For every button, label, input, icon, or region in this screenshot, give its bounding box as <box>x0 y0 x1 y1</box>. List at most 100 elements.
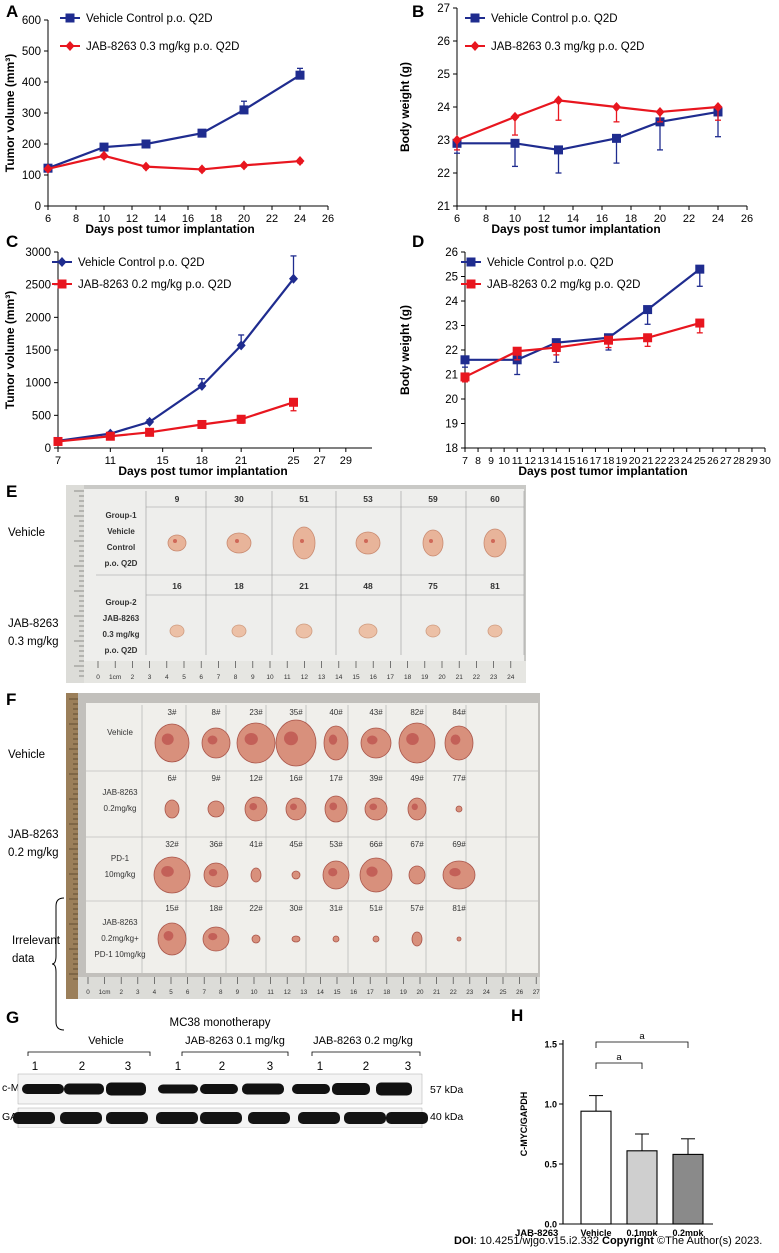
sample-id: 66# <box>369 840 383 849</box>
legend-marker <box>65 41 75 51</box>
y-tick-label: 600 <box>22 15 41 27</box>
tumor-spot <box>367 735 378 745</box>
panel-label-b: B <box>412 2 425 21</box>
ruler-label: 17 <box>387 674 395 681</box>
y-tick-label: 1.5 <box>544 1040 557 1050</box>
tumor <box>250 867 262 883</box>
group-label: Group-1 <box>105 511 137 520</box>
sample-id: 77# <box>452 774 466 783</box>
panel-label-c: C <box>6 232 19 251</box>
tumor <box>332 935 340 943</box>
blot-band <box>13 1112 55 1124</box>
tumor <box>487 624 503 638</box>
ruler-label: 24 <box>507 674 515 681</box>
significance-bracket <box>595 1062 643 1069</box>
y-tick-label: 24 <box>445 296 458 308</box>
data-point <box>452 135 462 145</box>
x-tick-label: 8 <box>483 213 489 225</box>
ruler-label: 14 <box>335 674 343 681</box>
x-tick-label: 12 <box>538 213 550 225</box>
x-tick-label: 16 <box>596 213 608 225</box>
y-tick-label: 0.5 <box>544 1160 557 1170</box>
blot-group-bracket <box>311 1051 421 1056</box>
y-tick-label: 100 <box>22 170 41 182</box>
data-point <box>603 335 613 345</box>
group-label: Vehicle <box>107 728 133 737</box>
legend-marker <box>466 279 476 289</box>
ruler-label: 25 <box>499 989 507 996</box>
data-point <box>239 105 249 115</box>
series-line <box>47 154 301 171</box>
x-tick-label: 11 <box>105 455 116 467</box>
y-tick-label: 22 <box>445 345 458 357</box>
y-tick-label: 0 <box>35 201 41 213</box>
significance-label: a <box>616 1052 622 1063</box>
sample-id: 57# <box>410 904 424 913</box>
x-tick-label: 8 <box>73 213 79 225</box>
bar <box>672 1153 704 1225</box>
panel-label-e: E <box>6 482 18 501</box>
doi-label: DOI <box>454 1235 474 1247</box>
bar <box>626 1150 658 1225</box>
tumor-spot <box>328 734 338 745</box>
tumor <box>483 528 507 558</box>
x-tick-label: 16 <box>577 455 589 467</box>
sample-id: 15# <box>165 904 179 913</box>
category-label: 0.2mpk <box>672 1228 704 1236</box>
ruler-label: 0 <box>96 674 100 681</box>
ruler-label: 0 <box>86 989 90 996</box>
x-tick-label: 29 <box>746 455 758 467</box>
tumor <box>455 805 463 813</box>
data-point <box>554 145 563 155</box>
ruler-label: 2 <box>119 989 123 996</box>
y-tick-label: 21 <box>445 370 458 382</box>
x-tick-label: 21 <box>235 455 247 467</box>
tumor-spot <box>290 803 297 811</box>
series-line <box>465 268 701 361</box>
ruler-label: 9 <box>236 989 240 996</box>
sample-id: 36# <box>209 840 223 849</box>
sample-id: 41# <box>249 840 263 849</box>
series-1 <box>53 397 298 446</box>
y-tick-label: 500 <box>22 46 41 58</box>
data-point <box>460 355 470 365</box>
panel-label-h: H <box>511 1006 524 1025</box>
x-tick-label: 22 <box>266 213 278 225</box>
chart-b: 6 8 10 12 14 16 18 20 22 24 26 21 22 23 24 25 26 27 Days p… <box>398 3 753 236</box>
legend-marker <box>470 41 480 51</box>
data-point <box>295 156 305 167</box>
y-tick-label: 0.0 <box>544 1220 557 1230</box>
sample-id: 45# <box>289 840 303 849</box>
x-tick-label: 27 <box>720 455 732 467</box>
blot-size-label: 57 kDa <box>430 1084 463 1096</box>
ruler-label: 12 <box>284 989 292 996</box>
data-point <box>141 139 151 149</box>
x-axis-title: Days post tumor implantation <box>85 222 254 236</box>
series-line <box>457 110 719 152</box>
ruler-label: 15 <box>333 989 341 996</box>
ruler-label: 1cm <box>99 989 111 996</box>
data-point <box>643 305 653 315</box>
ruler-label: 24 <box>483 989 491 996</box>
lane-number: 3 <box>125 1061 131 1073</box>
y-tick-label: 21 <box>437 201 450 213</box>
blot-band <box>298 1112 340 1124</box>
lane-number: 2 <box>79 1061 85 1073</box>
y-tick-label: 18 <box>445 443 458 455</box>
sample-id: 17# <box>329 774 343 783</box>
ruler-label: 3 <box>136 989 140 996</box>
sample-id: 51 <box>299 494 309 504</box>
y-tick-label: 26 <box>437 36 450 48</box>
y-axis-title: Tumor volume (mm³) <box>3 291 17 409</box>
photo-f-row-label-irrelevant: Irrelevant data <box>12 935 60 965</box>
group-label: PD-1 <box>111 854 130 863</box>
x-axis-title: Days post tumor implantation <box>518 464 687 478</box>
sample-id: 3# <box>168 708 177 717</box>
y-axis-title: Tumor volume (mm³) <box>3 54 17 172</box>
legend-label: JAB-8263 0.3 mg/kg p.o. Q2D <box>491 41 644 53</box>
ruler-label: 9 <box>251 674 255 681</box>
blot-group-label: JAB-8263 0.2 mg/kg <box>313 1035 413 1047</box>
series-0 <box>43 67 305 173</box>
blot-band <box>158 1084 198 1094</box>
ruler-label: 11 <box>267 989 274 996</box>
